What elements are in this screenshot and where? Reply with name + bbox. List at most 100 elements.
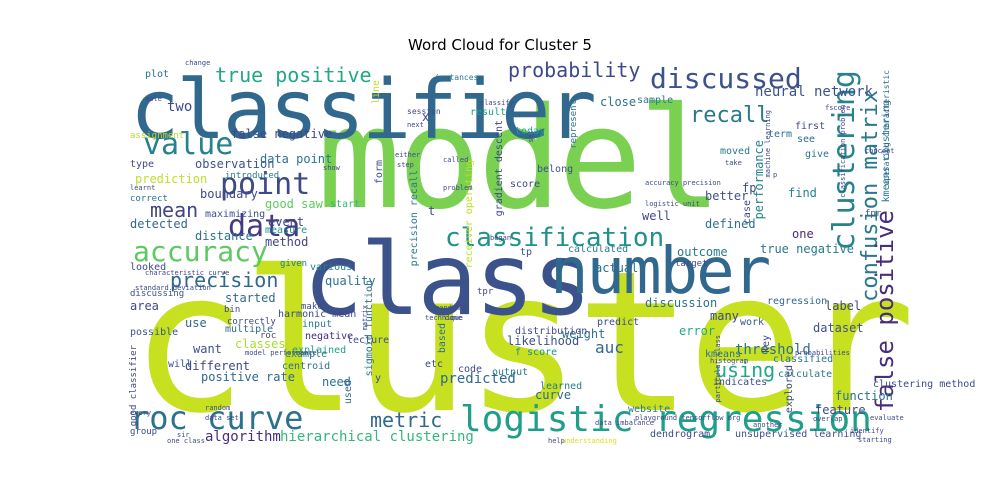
word: harmonic mean xyxy=(278,309,357,320)
word: p xyxy=(773,171,778,179)
word: threshold xyxy=(735,342,811,358)
word: find xyxy=(788,186,817,200)
word: outcome xyxy=(677,245,728,259)
word: unsupervised learning xyxy=(735,429,862,440)
word: etc xyxy=(425,359,444,370)
word: tp xyxy=(520,247,533,258)
word: fscore xyxy=(825,104,851,112)
word: recall xyxy=(690,103,770,128)
word: evaluate xyxy=(870,414,904,422)
word: type xyxy=(130,159,155,170)
word: many xyxy=(710,309,739,323)
word: centroid xyxy=(282,361,331,372)
word: auc xyxy=(595,338,624,357)
word: term xyxy=(768,129,793,140)
word: two xyxy=(167,99,193,115)
word: label xyxy=(825,299,862,313)
word: distance xyxy=(195,229,253,243)
word: tpr xyxy=(477,287,494,297)
word: predict xyxy=(597,317,640,328)
word: sir xyxy=(177,431,190,439)
word: represent xyxy=(569,100,579,149)
word: logistic unit xyxy=(645,200,700,208)
word: use xyxy=(185,316,207,330)
word: explained xyxy=(292,345,347,356)
word: data xyxy=(228,209,301,244)
word: assignment xyxy=(130,131,185,141)
word: actual xyxy=(595,261,639,275)
word: set xyxy=(527,130,535,143)
word: clustering method xyxy=(873,379,976,390)
word: true positive xyxy=(215,63,372,87)
word: give xyxy=(805,149,830,160)
word: session xyxy=(407,107,441,116)
word: maximizing xyxy=(205,209,266,220)
word: characteristic curve xyxy=(145,269,230,277)
word: data point xyxy=(260,152,333,166)
word: cluster xyxy=(130,229,916,456)
word: defined xyxy=(705,217,756,231)
word: classification xyxy=(445,223,665,253)
word: model performance xyxy=(245,349,317,357)
word: receiver operating xyxy=(464,160,475,269)
word: indicates xyxy=(713,377,768,388)
word: histogram xyxy=(710,357,748,365)
word: sample xyxy=(637,95,674,106)
word: accuracy xyxy=(133,235,268,268)
word-cloud: cluster model class classifier number lo… xyxy=(125,58,975,447)
word: neural network xyxy=(755,84,874,100)
word: algorithm xyxy=(205,429,281,445)
word: today xyxy=(515,126,546,137)
word: next xyxy=(407,121,424,129)
word: logistic regression xyxy=(460,399,872,440)
word: value xyxy=(143,127,234,162)
word: make xyxy=(301,302,323,312)
word: prediction xyxy=(135,172,208,186)
word: boundary xyxy=(200,187,258,201)
word: every xyxy=(130,409,152,417)
word: distribution xyxy=(515,326,588,337)
word: class xyxy=(303,221,592,338)
word: calculate xyxy=(778,369,833,380)
word: output xyxy=(492,367,529,378)
word: kmeans xyxy=(705,349,742,360)
word: measure xyxy=(265,225,308,236)
word: positive rate xyxy=(201,370,295,384)
word: weight xyxy=(562,327,606,341)
word: curve xyxy=(535,388,572,402)
word: belong xyxy=(537,164,574,175)
word: learned xyxy=(540,381,583,392)
word: correct xyxy=(130,194,168,204)
word: possible xyxy=(130,327,179,338)
word: point xyxy=(220,167,311,202)
word: feature xyxy=(815,403,866,417)
word: classified xyxy=(773,354,834,365)
word: one class xyxy=(167,437,205,445)
word: various xyxy=(310,262,353,273)
word: fp xyxy=(742,181,757,195)
word: random xyxy=(205,404,231,412)
word: lecture xyxy=(347,335,390,346)
word: predicted xyxy=(440,371,516,387)
word: function xyxy=(835,389,893,403)
word: form xyxy=(374,160,385,185)
word: randomly xyxy=(435,304,469,312)
word: want xyxy=(193,342,222,356)
word: started xyxy=(225,291,276,305)
word: method xyxy=(265,235,309,249)
word: case xyxy=(742,200,753,225)
word: data set xyxy=(205,414,239,422)
word: group xyxy=(130,427,158,437)
word: target xyxy=(675,259,708,269)
word: matrix xyxy=(361,305,369,331)
word: probability xyxy=(508,58,641,82)
word: likelihood xyxy=(507,334,580,348)
word: learnt xyxy=(130,184,156,192)
word: starting xyxy=(858,436,892,444)
word: explored xyxy=(784,365,795,414)
word: line xyxy=(371,80,382,105)
word: classify xyxy=(480,99,514,107)
word: x xyxy=(422,110,430,124)
word: change xyxy=(185,59,211,67)
word: bin xyxy=(224,305,241,315)
